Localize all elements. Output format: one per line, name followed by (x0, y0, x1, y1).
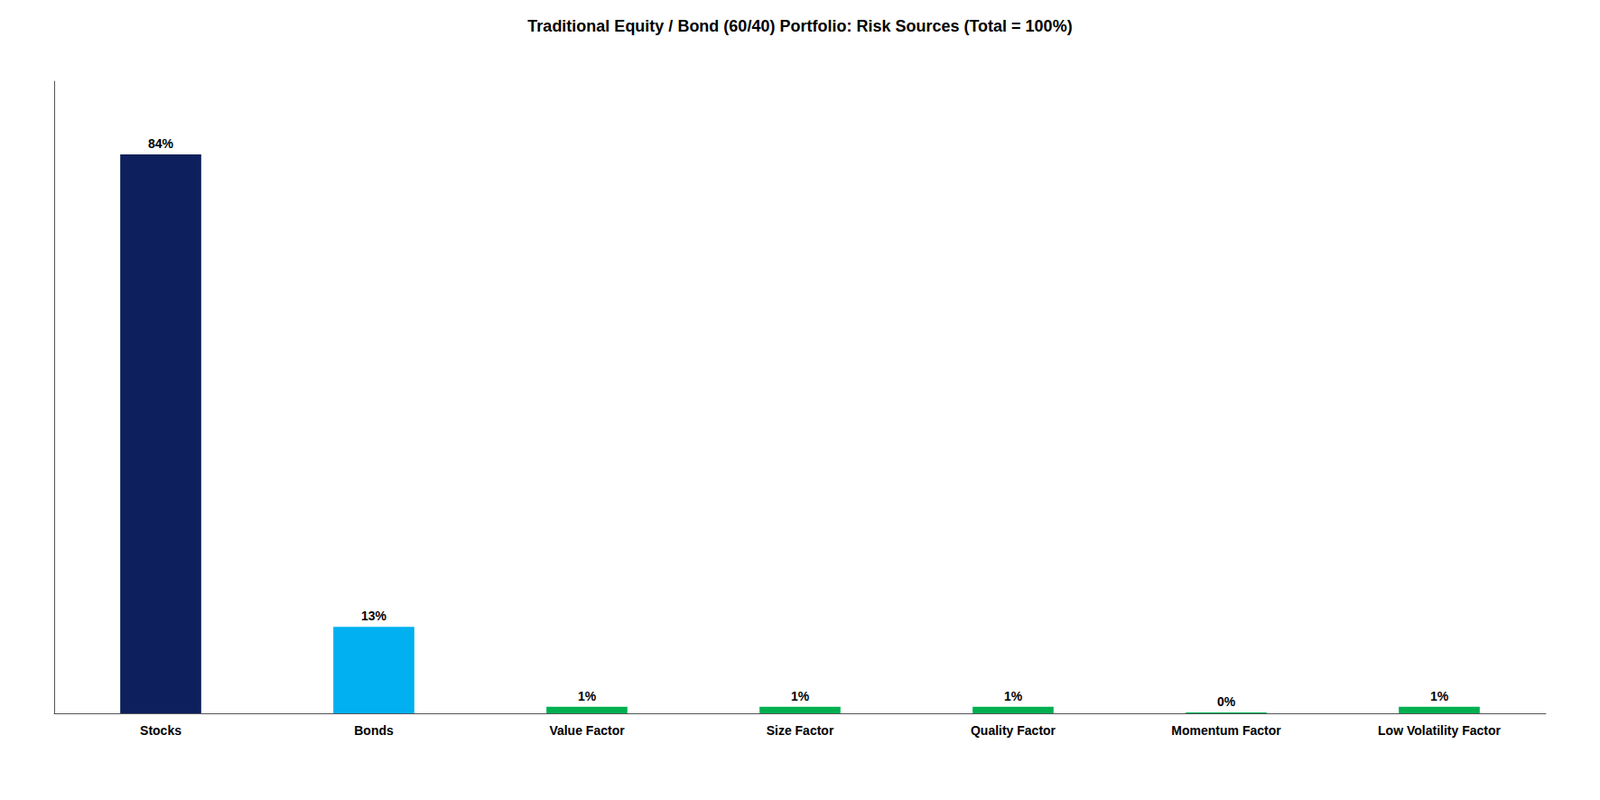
svg-text:13%: 13% (361, 608, 388, 624)
svg-text:Value Factor: Value Factor (548, 723, 625, 738)
svg-text:Size Factor: Size Factor (766, 723, 835, 738)
svg-text:Stocks: Stocks (139, 723, 182, 738)
svg-text:Bonds: Bonds (353, 723, 394, 738)
svg-text:Traditional Equity / Bond (60/: Traditional Equity / Bond (60/40) Portfo… (527, 17, 1072, 36)
svg-text:0%: 0% (1217, 694, 1237, 709)
svg-text:1%: 1% (1430, 688, 1450, 704)
svg-text:1%: 1% (577, 688, 597, 704)
svg-text:Momentum Factor: Momentum Factor (1171, 723, 1282, 738)
svg-text:Quality Factor: Quality Factor (970, 723, 1057, 738)
svg-text:1%: 1% (1004, 688, 1024, 704)
svg-text:1%: 1% (790, 688, 810, 704)
svg-text:Low Volatility Factor: Low Volatility Factor (1377, 723, 1501, 738)
svg-text:84%: 84% (148, 136, 175, 151)
